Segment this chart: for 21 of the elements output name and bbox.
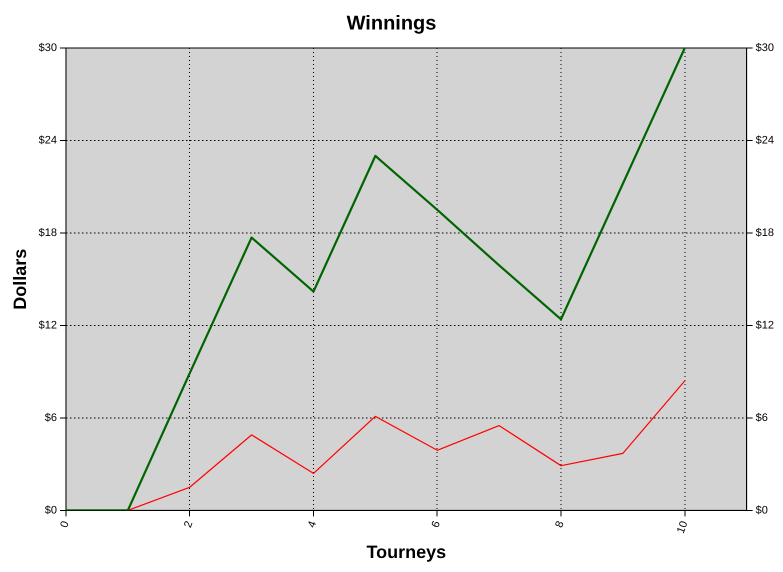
y-tick-label: $24 bbox=[38, 134, 57, 147]
y2-tick-label: $18 bbox=[756, 226, 774, 239]
x-tick-label: 2 bbox=[182, 520, 196, 530]
y2-tick-label: $0 bbox=[756, 504, 768, 516]
y-tick-label: $30 bbox=[38, 42, 57, 54]
x-tick-label: 4 bbox=[306, 520, 320, 530]
y-tick-label: $12 bbox=[38, 319, 57, 332]
x-tick-label: 0 bbox=[58, 520, 72, 530]
y2-tick-label: $24 bbox=[756, 134, 774, 147]
y-tick-label: $18 bbox=[38, 226, 57, 239]
x-tick-label: 8 bbox=[553, 520, 567, 530]
y2-tick-label: $30 bbox=[756, 42, 774, 54]
y-tick-label: $0 bbox=[44, 504, 57, 516]
y-tick-label: $6 bbox=[44, 412, 57, 424]
x-axis-title: Tourneys bbox=[366, 542, 446, 562]
x-tick-label: 10 bbox=[674, 520, 690, 536]
x-tick-label: 6 bbox=[430, 520, 443, 530]
y2-tick-label: $6 bbox=[756, 412, 768, 424]
chart-title: Winnings bbox=[346, 12, 436, 35]
y2-tick-label: $12 bbox=[756, 319, 774, 332]
y-axis-title: Dollars bbox=[10, 248, 30, 310]
